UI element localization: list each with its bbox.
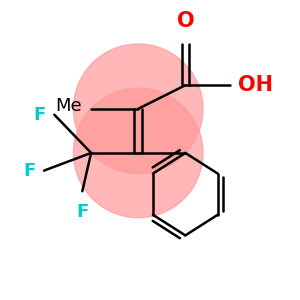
Text: O: O — [176, 11, 194, 31]
Circle shape — [74, 44, 203, 174]
Text: F: F — [33, 106, 46, 124]
Text: F: F — [76, 203, 88, 221]
Text: F: F — [23, 162, 35, 180]
Text: OH: OH — [238, 75, 273, 95]
Text: Me: Me — [56, 97, 82, 115]
Circle shape — [74, 88, 203, 218]
